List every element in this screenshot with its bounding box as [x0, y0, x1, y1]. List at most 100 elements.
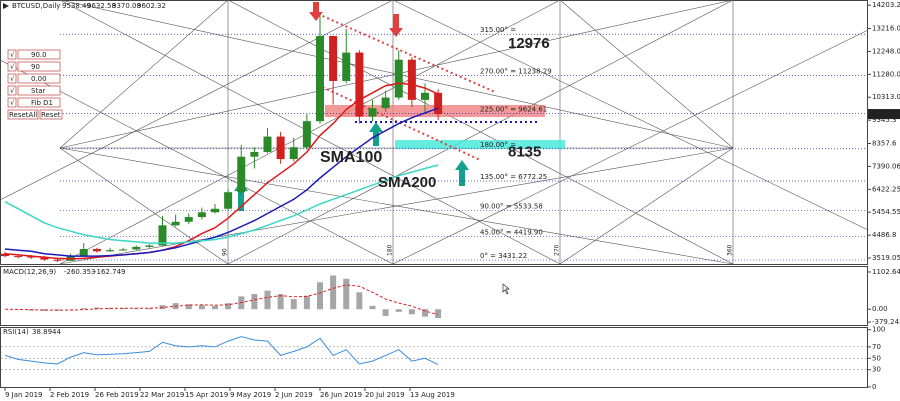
button-face	[7, 109, 39, 120]
macd-bar	[15, 309, 22, 310]
macd-bar	[290, 299, 297, 310]
candle-body	[355, 52, 364, 117]
candle-body	[394, 59, 403, 98]
y-tick-label: 12248.05	[872, 47, 900, 55]
button-label: 90	[31, 63, 40, 71]
symbol: BTCUSD,Daily	[12, 2, 60, 10]
x-tick-label: 2 Feb 2019	[50, 391, 89, 399]
reset-button[interactable]: Reset	[39, 109, 63, 120]
button-face	[17, 97, 61, 108]
y-tick-label: 9345.3	[872, 116, 897, 124]
macd-bar	[369, 305, 376, 310]
ma-line	[4, 107, 439, 257]
x-tick-label: 9 May 2019	[230, 391, 271, 399]
button-face	[39, 109, 63, 120]
macd-bar	[120, 308, 127, 310]
gann-level-label: 315.00° =	[480, 26, 516, 34]
candle-body	[211, 208, 219, 213]
cursor	[502, 283, 510, 295]
level-callout: 12976	[508, 35, 550, 52]
checkbox	[7, 73, 17, 84]
frame	[0, 0, 868, 388]
macd-bar	[133, 308, 140, 310]
checkbox	[7, 85, 17, 96]
candle-body	[119, 249, 128, 251]
candle-body	[79, 248, 88, 257]
macd-bar	[80, 308, 87, 310]
candle-body	[368, 108, 377, 117]
button[interactable]: √ Fib D1	[7, 97, 61, 108]
x-tick-label: 13 Aug 2019	[410, 391, 455, 399]
checkbox	[7, 61, 17, 72]
button[interactable]: √ 90	[7, 61, 61, 72]
symbol-icon	[3, 3, 9, 9]
gann-level-label: 0° = 3431.22	[480, 252, 527, 260]
checkbox	[7, 97, 17, 108]
candle-body	[263, 136, 272, 152]
candle-body	[407, 59, 416, 100]
macd-bar	[146, 308, 153, 310]
signal-line	[4, 284, 439, 316]
indicator-value: -260.353	[64, 268, 95, 276]
macd-bar	[382, 309, 389, 316]
candle-body	[184, 217, 193, 222]
candle-body	[276, 136, 285, 160]
x-tick-label: 26 Feb 2019	[95, 391, 139, 399]
candle-body	[158, 225, 167, 246]
candle-body	[106, 250, 114, 252]
candle-body	[14, 256, 23, 258]
x-tick-label: 15 Apr 2019	[185, 391, 228, 399]
macd-bar	[422, 309, 428, 317]
indicator-value: 38.8944	[32, 328, 61, 336]
y-tick-label: 0	[872, 383, 876, 391]
button[interactable]: √ 0.00	[7, 73, 61, 84]
candle-body	[171, 221, 180, 226]
reset-button[interactable]: ResetAll	[7, 109, 39, 120]
legend-label: SMA100	[320, 149, 382, 166]
y-tick-label: 70	[872, 343, 881, 351]
gann-grid	[0, 0, 869, 265]
gann-level-label: 135.00° = 6772.25	[480, 173, 547, 181]
button[interactable]: √ 90.0	[7, 49, 61, 60]
ohlc-low: 9370.08	[112, 2, 141, 10]
indicator-label: RSI(14)	[3, 328, 29, 336]
macd-bar	[330, 275, 337, 310]
ohlc-close: 9602.32	[137, 2, 166, 10]
x-tick-label: 2 Jun 2019	[275, 391, 313, 399]
gann-level-label: 270.00° = 11238.29	[480, 67, 552, 75]
y-tick-label: 0.00	[872, 305, 888, 313]
level-callout: 8135	[508, 144, 541, 161]
indicator-value: -162.749	[94, 268, 125, 276]
button-label: ResetAll	[9, 111, 37, 119]
y-tick-label: 13216.04	[872, 25, 900, 33]
x-tick-label: 20 Jul 2019	[365, 391, 405, 399]
y-tick-label: 11280.08	[872, 70, 900, 78]
checkbox	[7, 49, 17, 60]
button-face	[17, 61, 61, 72]
button[interactable]: √ Star	[7, 85, 61, 96]
macd-bar	[212, 305, 218, 310]
gann-level-label: 225.00° = 9624.61	[480, 106, 547, 114]
ma-line	[4, 82, 439, 260]
ma-line	[4, 164, 439, 244]
y-tick-label: 100	[872, 326, 885, 334]
candle-body	[132, 246, 141, 250]
x-tick-label: 22 Mar 2019	[140, 391, 184, 399]
macd-bar	[395, 309, 402, 312]
macd-bar	[198, 305, 205, 310]
ohlc-open: 9538.49	[62, 2, 91, 10]
trend-lines	[317, 13, 496, 161]
macd-bar	[408, 309, 415, 315]
y-tick-label: 50	[872, 354, 881, 362]
button-face	[17, 49, 61, 60]
y-tick-label: 1102.646	[872, 268, 900, 276]
macd-bar	[343, 278, 350, 310]
y-tick-label: 14203.28	[872, 1, 900, 9]
macd-bar	[317, 282, 323, 310]
checkbox-mark: √	[10, 51, 15, 59]
button-label: Fib D1	[31, 99, 53, 107]
y-tick-label: 4486.8	[872, 231, 897, 239]
support-zone	[395, 140, 565, 149]
